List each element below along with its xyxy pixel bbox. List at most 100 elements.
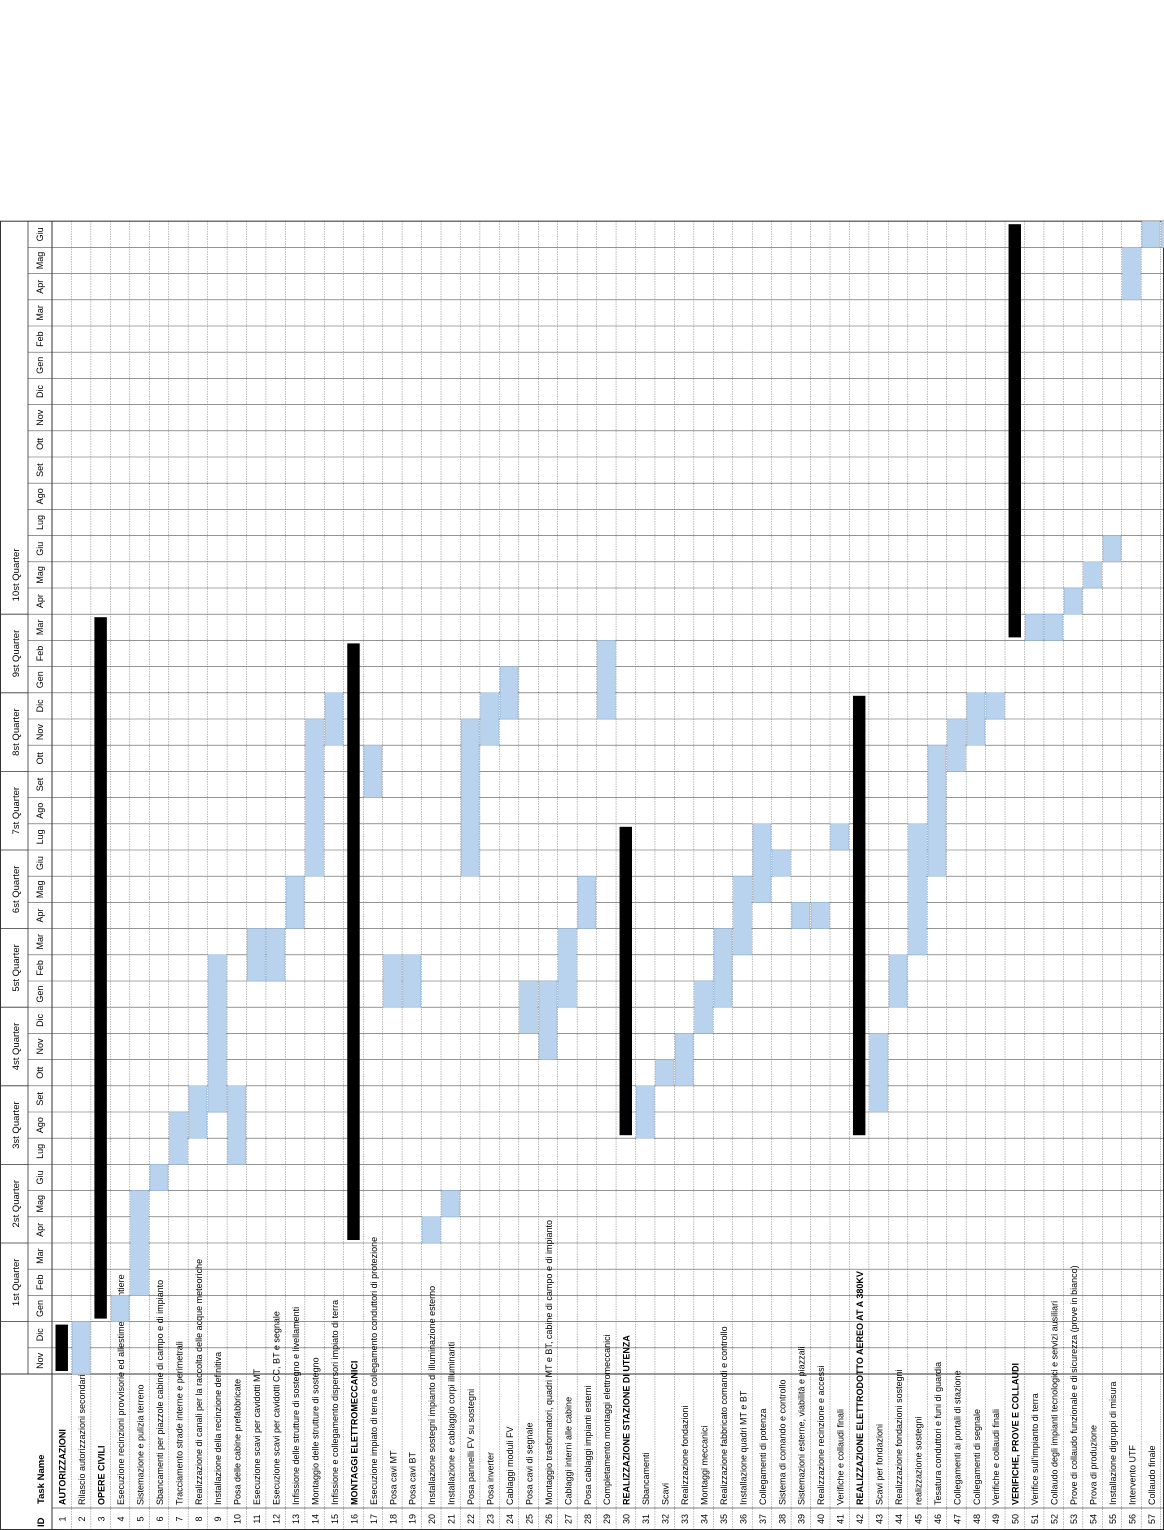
task-bar [927,744,947,877]
task-id: 45 [913,1514,923,1524]
task-name: Sistema di comando e controllo [777,1379,787,1505]
task-bar [461,718,480,877]
task-bar [674,1033,694,1087]
task-id: 54 [1088,1514,1098,1524]
month-label: Giu [35,856,45,870]
month-label: Giu [35,542,45,556]
month-label: Dic [35,699,45,712]
task-bar [1044,613,1063,641]
task-id: 37 [758,1514,768,1524]
month-label: Ott [35,752,45,765]
task-id: 5 [135,1516,145,1521]
task-bar [1102,535,1122,563]
month-label: Lug [35,515,45,530]
task-name: Posa cavi di segnale [524,1422,534,1505]
month-label: Ago [35,803,45,819]
task-name: Sistemazione e pulizia terreno [135,1384,145,1505]
task-name: Cablaggi moduli FV [505,1426,515,1505]
task-bar [830,823,849,851]
task-name: Montaggio delle strutture di sostegno [310,1357,320,1505]
task-id: 6 [155,1516,165,1521]
task-id: 9 [213,1516,223,1521]
month-label: Gen [35,671,45,688]
month-label: Ott [35,437,45,450]
task-id: 57 [1147,1514,1157,1524]
task-name: Installazione e cablaggio corpi illumina… [447,1342,457,1505]
task-id: 42 [855,1514,865,1524]
task-id: 28 [583,1514,593,1524]
month-label: Ago [35,488,45,504]
id-header: ID [36,1517,47,1527]
task-bar [655,1059,674,1087]
quarter-label: 3st Quarter [11,1101,22,1149]
task-bar [110,1295,130,1322]
month-label: Lug [35,829,45,844]
task-name: Realizzazione recinzione e accessi [816,1365,826,1505]
task-name: Verifiche e collaudi finali [836,1409,846,1505]
task-bar [169,1111,188,1165]
task-name: Realizzazione fondazioni [680,1405,690,1505]
task-name: Completamento montaggi elettromeccanici [602,1334,612,1505]
task-bar [869,1033,888,1113]
month-label: Gen [35,357,45,374]
task-name: Scavi per fondazioni [875,1424,885,1505]
month-label: Mag [35,566,45,584]
task-id: 40 [816,1514,826,1524]
task-id: 14 [310,1514,320,1524]
task-bar [363,744,383,798]
month-label: Dic [35,1013,45,1026]
summary-bar [94,617,107,1319]
task-bar [791,902,811,929]
task-name: Realizzazione fabbricato comandi e contr… [719,1326,729,1505]
month-label: Mag [35,1195,45,1213]
task-bar [577,875,597,929]
month-label: Mar [35,1248,45,1264]
task-name: Installazione sostegni impianto di illum… [427,1286,437,1505]
task-name: realizzazione sostegni [913,1416,923,1505]
task-id: 8 [194,1516,204,1521]
task-bar [324,692,344,746]
task-name: Installazione della recinzione definitiv… [213,1352,223,1505]
summary-task-name: REALIZZAZIONE ELETTRODOTTO AEREO AT A 38… [855,1271,865,1505]
task-id: 50 [1011,1514,1021,1524]
task-id: 29 [602,1514,612,1524]
month-label: Giu [35,1170,45,1184]
task-id: 53 [1069,1514,1079,1524]
month-label: Nov [35,409,45,426]
task-id: 15 [330,1514,340,1524]
task-id: 33 [680,1514,690,1524]
month-label: Gen [35,986,45,1003]
task-name: Sbancamenti per piazzole cabine di campo… [155,1280,165,1505]
task-name: Scavi [661,1483,671,1505]
summary-task-name: REALIZZAZIONE STAZIONE DI UTENZA [622,1335,632,1505]
task-name: Prove di collaudo funzionale e di sicure… [1069,1265,1079,1505]
task-name: Montaggio trasformatori, quadri MT e BT,… [544,1220,554,1505]
month-label: Apr [35,594,45,608]
task-id: 52 [1050,1514,1060,1524]
task-bar [1161,220,1164,248]
task-bar [130,1190,149,1296]
task-name: Esecuzione scavi per cavidotti CC, BT e … [272,1311,282,1505]
task-bar [908,823,927,956]
task-name: Collegamenti di segnale [972,1409,982,1505]
task-bar [538,980,558,1060]
task-id: 49 [991,1514,1001,1524]
task-name: Tracciamento strade interne e perimetral… [174,1341,184,1505]
month-label: Feb [35,331,45,347]
task-id: 44 [894,1514,904,1524]
task-bar [499,666,519,720]
task-name: Collegamenti di potenza [758,1408,768,1505]
task-bar [422,1216,441,1244]
task-id: 34 [699,1514,709,1524]
task-id: 35 [719,1514,729,1524]
task-id: 24 [505,1514,515,1524]
month-label: Feb [35,646,45,662]
task-bar [752,823,772,903]
task-name: Esecuzione recinzioni provvisorie ed all… [116,1274,126,1505]
task-name: Posa inverter [486,1452,496,1505]
task-bar [733,875,752,956]
task-name: Tesatura conduttori e funi di guardia [933,1362,943,1505]
task-bar [305,718,324,877]
